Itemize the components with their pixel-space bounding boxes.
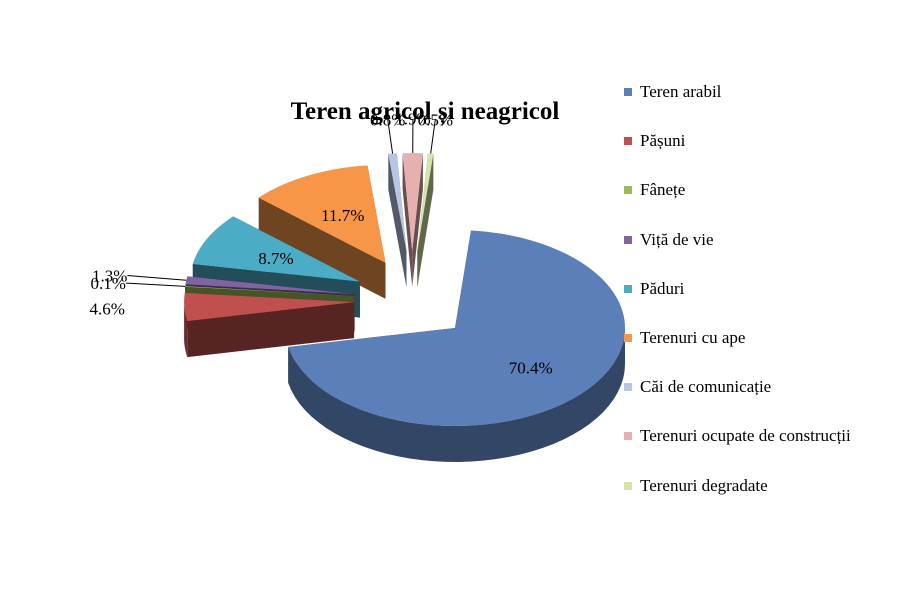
data-label: 11.7% [321, 206, 364, 225]
pie-slice-rim [288, 327, 626, 462]
pie-slice [388, 153, 407, 288]
pie-slice [258, 165, 386, 299]
legend-item: Viță de vie [624, 226, 894, 275]
leader-line [127, 274, 187, 281]
legend-item: Terenuri cu ape [624, 324, 894, 373]
leader-line [387, 119, 394, 154]
legend-label: Terenuri degradate [640, 475, 768, 495]
legend-label: Teren arabil [640, 82, 722, 101]
legend-label: Căi de comunicație [640, 377, 772, 397]
data-label: 4.6% [89, 300, 124, 319]
legend-swatch [624, 481, 632, 490]
legend-swatch [624, 432, 632, 441]
pie-slice-top [402, 153, 423, 252]
legend-swatch [624, 284, 632, 293]
legend: Teren arabil Pășuni Fânețe Viță de vie P… [624, 78, 894, 521]
pie-slice [184, 292, 355, 358]
legend-label: Păduri [640, 278, 685, 298]
pie-slice-wall [402, 153, 413, 288]
data-labels: 70.4% 4.6% 0.1%1.3% 8.7% 11.7% 0.8%1.9%0.5% [89, 110, 552, 378]
legend-label: Terenuri cu ape [640, 327, 746, 347]
pie-slice [402, 153, 423, 288]
pie-slice-top [185, 286, 355, 296]
pie-slice [417, 153, 434, 288]
legend-swatch [624, 88, 632, 96]
pie-slice-top [185, 276, 355, 295]
pie-slice-top [388, 153, 407, 252]
legend-item: Teren arabil [624, 78, 894, 127]
pie-slice [288, 230, 626, 462]
pie-slice-wall [417, 153, 434, 288]
data-label: 8.7% [258, 249, 293, 268]
pie-slice-top [192, 216, 360, 282]
pie-slice-wall [258, 197, 386, 299]
pie-slice-rim [184, 300, 188, 358]
legend-label: Terenuri ocupate de construcții [640, 426, 851, 446]
legend-label: Viță de vie [640, 229, 714, 249]
legend-item: Păduri [624, 275, 894, 324]
pie-slice-top [258, 165, 386, 263]
legend-label: Pășuni [640, 131, 686, 151]
legend-item: Căi de comunicație [624, 373, 894, 422]
pie-slices [184, 153, 626, 462]
data-label: 0.5% [418, 110, 453, 129]
legend-label: Fânețe [640, 180, 686, 200]
legend-swatch [624, 186, 632, 195]
pie-slice-wall [388, 153, 407, 288]
pie-slice-top [184, 292, 355, 322]
leader-line [125, 282, 186, 287]
pie-slice-wall [412, 153, 423, 288]
leader-line [430, 119, 436, 154]
data-label: 70.4% [509, 358, 553, 377]
legend-item: Fânețe [624, 176, 894, 225]
pie-slice-top [288, 230, 626, 427]
legend-swatch [624, 137, 632, 146]
data-label: 1.9% [395, 110, 430, 129]
pie-slice-top [417, 153, 434, 252]
chart-title: Teren agricol și neagricol [291, 98, 560, 126]
leader-lines [125, 118, 436, 287]
legend-swatch [624, 333, 632, 342]
data-label: 0.8% [370, 110, 405, 129]
legend-swatch [624, 235, 632, 244]
legend-swatch [624, 383, 632, 392]
legend-item: Terenuri degradate [624, 472, 894, 521]
legend-item: Pășuni [624, 127, 894, 176]
data-label: 1.3% [92, 266, 127, 285]
data-label: 0.1% [90, 274, 125, 293]
legend-item: Terenuri ocupate de construcții [624, 422, 894, 471]
